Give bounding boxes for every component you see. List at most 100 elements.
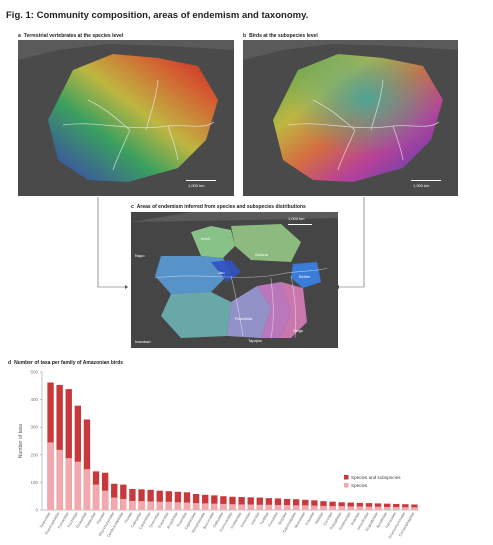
bar-species-and-subspecies (247, 497, 254, 510)
area-belem (291, 262, 321, 288)
bar-species-and-subspecies (156, 490, 163, 510)
bar-species-and-subspecies (56, 384, 63, 510)
bar-species (211, 503, 218, 510)
bar-species (383, 506, 391, 510)
bar-species-and-subspecies (220, 496, 227, 510)
legend-label: Species (351, 483, 368, 488)
bar-species (111, 497, 118, 510)
scale-label-a: 1,000 km (188, 183, 205, 188)
region-label-tapajos: Tapajós (248, 338, 262, 343)
bar-species-and-subspecies (74, 405, 82, 510)
bar-species-and-subspecies (256, 497, 263, 510)
region-label-inambari: Inambari (135, 339, 151, 344)
bar-species (302, 505, 309, 510)
bar-species (192, 503, 200, 510)
area-xingu (281, 282, 307, 338)
x-tick-label: Strigidae (277, 512, 288, 526)
region-label-xingu: Xingu (293, 328, 304, 333)
x-tick-label: Pipridae (96, 512, 106, 525)
bar-species-and-subspecies (302, 499, 309, 510)
panel-a-label: a Terrestrial vertebrates at the species … (18, 33, 124, 39)
bar-species (356, 506, 364, 510)
area-inambari (161, 292, 231, 338)
bar-species-and-subspecies (165, 491, 173, 510)
bar-species-and-subspecies (174, 491, 182, 510)
bar-species-and-subspecies (111, 483, 118, 510)
bar-species (311, 505, 318, 510)
bar-species-and-subspecies (393, 503, 400, 510)
region-label-imeri: Imeri (201, 236, 210, 241)
bar-species (74, 461, 82, 510)
region-label-jau: Jau (218, 270, 225, 275)
y-tick-label: 400 (30, 397, 38, 402)
legend-swatch (344, 483, 349, 488)
scale-label-c: 1,000 km (288, 216, 305, 221)
y-tick-label: 300 (30, 425, 38, 430)
area-tapajos (257, 282, 291, 338)
bar-species-and-subspecies (338, 502, 345, 510)
bar-species-and-subspecies (283, 498, 291, 510)
bar-species (83, 469, 91, 510)
area-imeri (191, 226, 235, 258)
bar-species-and-subspecies (402, 504, 409, 510)
bar-species-and-subspecies (183, 492, 191, 510)
y-tick-label: 200 (30, 452, 38, 457)
x-tick-label: Tinamidae (176, 512, 188, 528)
bar-species-and-subspecies (374, 503, 382, 510)
bar-species (165, 501, 173, 510)
x-tick-label: Corvidae (323, 512, 334, 526)
bar-species (174, 502, 182, 510)
x-tick-label: Icteridae (250, 512, 260, 526)
bar-species-and-subspecies (411, 504, 418, 510)
scale-label-b: 1,000 km (413, 183, 430, 188)
bar-species-and-subspecies (356, 502, 364, 510)
bar-species-and-subspecies (211, 495, 218, 510)
figure-title: Fig. 1: Community composition, areas of … (6, 10, 309, 21)
bar-species (147, 501, 154, 510)
bar-species-and-subspecies (83, 419, 91, 510)
bar-species (411, 507, 418, 510)
bar-species-and-subspecies (274, 498, 282, 510)
area-rondonia (227, 286, 271, 338)
bar-species (347, 506, 354, 510)
panel-d-label: d Number of taxa per family of Amazonian … (8, 360, 124, 366)
x-tick-label: Turdidae (259, 512, 269, 526)
bar-species (229, 504, 236, 510)
bar-species (56, 449, 63, 510)
bar-species (402, 507, 409, 510)
bar-species (393, 506, 400, 510)
bar-species (65, 458, 72, 510)
bar-species (265, 504, 273, 510)
x-tick-label: Picidae (124, 512, 133, 524)
bar-species-and-subspecies (383, 503, 391, 510)
bar-species (120, 498, 127, 510)
x-tick-label: Ardeidae (350, 512, 361, 526)
map-panel-b: 1,000 km (243, 40, 458, 196)
region-label-napo: Napo (135, 253, 145, 258)
bar-species (101, 490, 109, 510)
bar-species-and-subspecies (192, 493, 200, 510)
bar-species-and-subspecies (292, 499, 300, 510)
bar-species-and-subspecies (202, 494, 209, 510)
bar-species-and-subspecies (120, 484, 127, 510)
bar-species-and-subspecies (238, 497, 245, 510)
panel-b-label: b Birds at the subspecies level (243, 33, 318, 39)
region-label-rondonia: Rondônia (235, 316, 253, 321)
y-tick-label: 0 (35, 508, 38, 513)
bar-species (138, 501, 145, 510)
bar-species (256, 504, 263, 510)
bar-species (247, 504, 254, 510)
panel-c-label: c Areas of endemism inferred from species… (131, 204, 306, 210)
bar-species (320, 505, 327, 510)
x-tick-label: Cracidae (305, 512, 316, 526)
region-label-guiana: Guiana (255, 252, 268, 257)
map-panel-a: 1,000 km (18, 40, 234, 196)
area-guiana (231, 224, 301, 262)
bar-species-and-subspecies (138, 489, 145, 510)
bar-species (292, 505, 300, 510)
x-tick-label: Cuculidae (267, 512, 278, 528)
y-axis-label: Number of taxa (18, 424, 24, 458)
bar-species-and-subspecies (365, 503, 373, 510)
bar-species (156, 501, 163, 510)
legend-label: Species and subspecies (351, 475, 401, 480)
